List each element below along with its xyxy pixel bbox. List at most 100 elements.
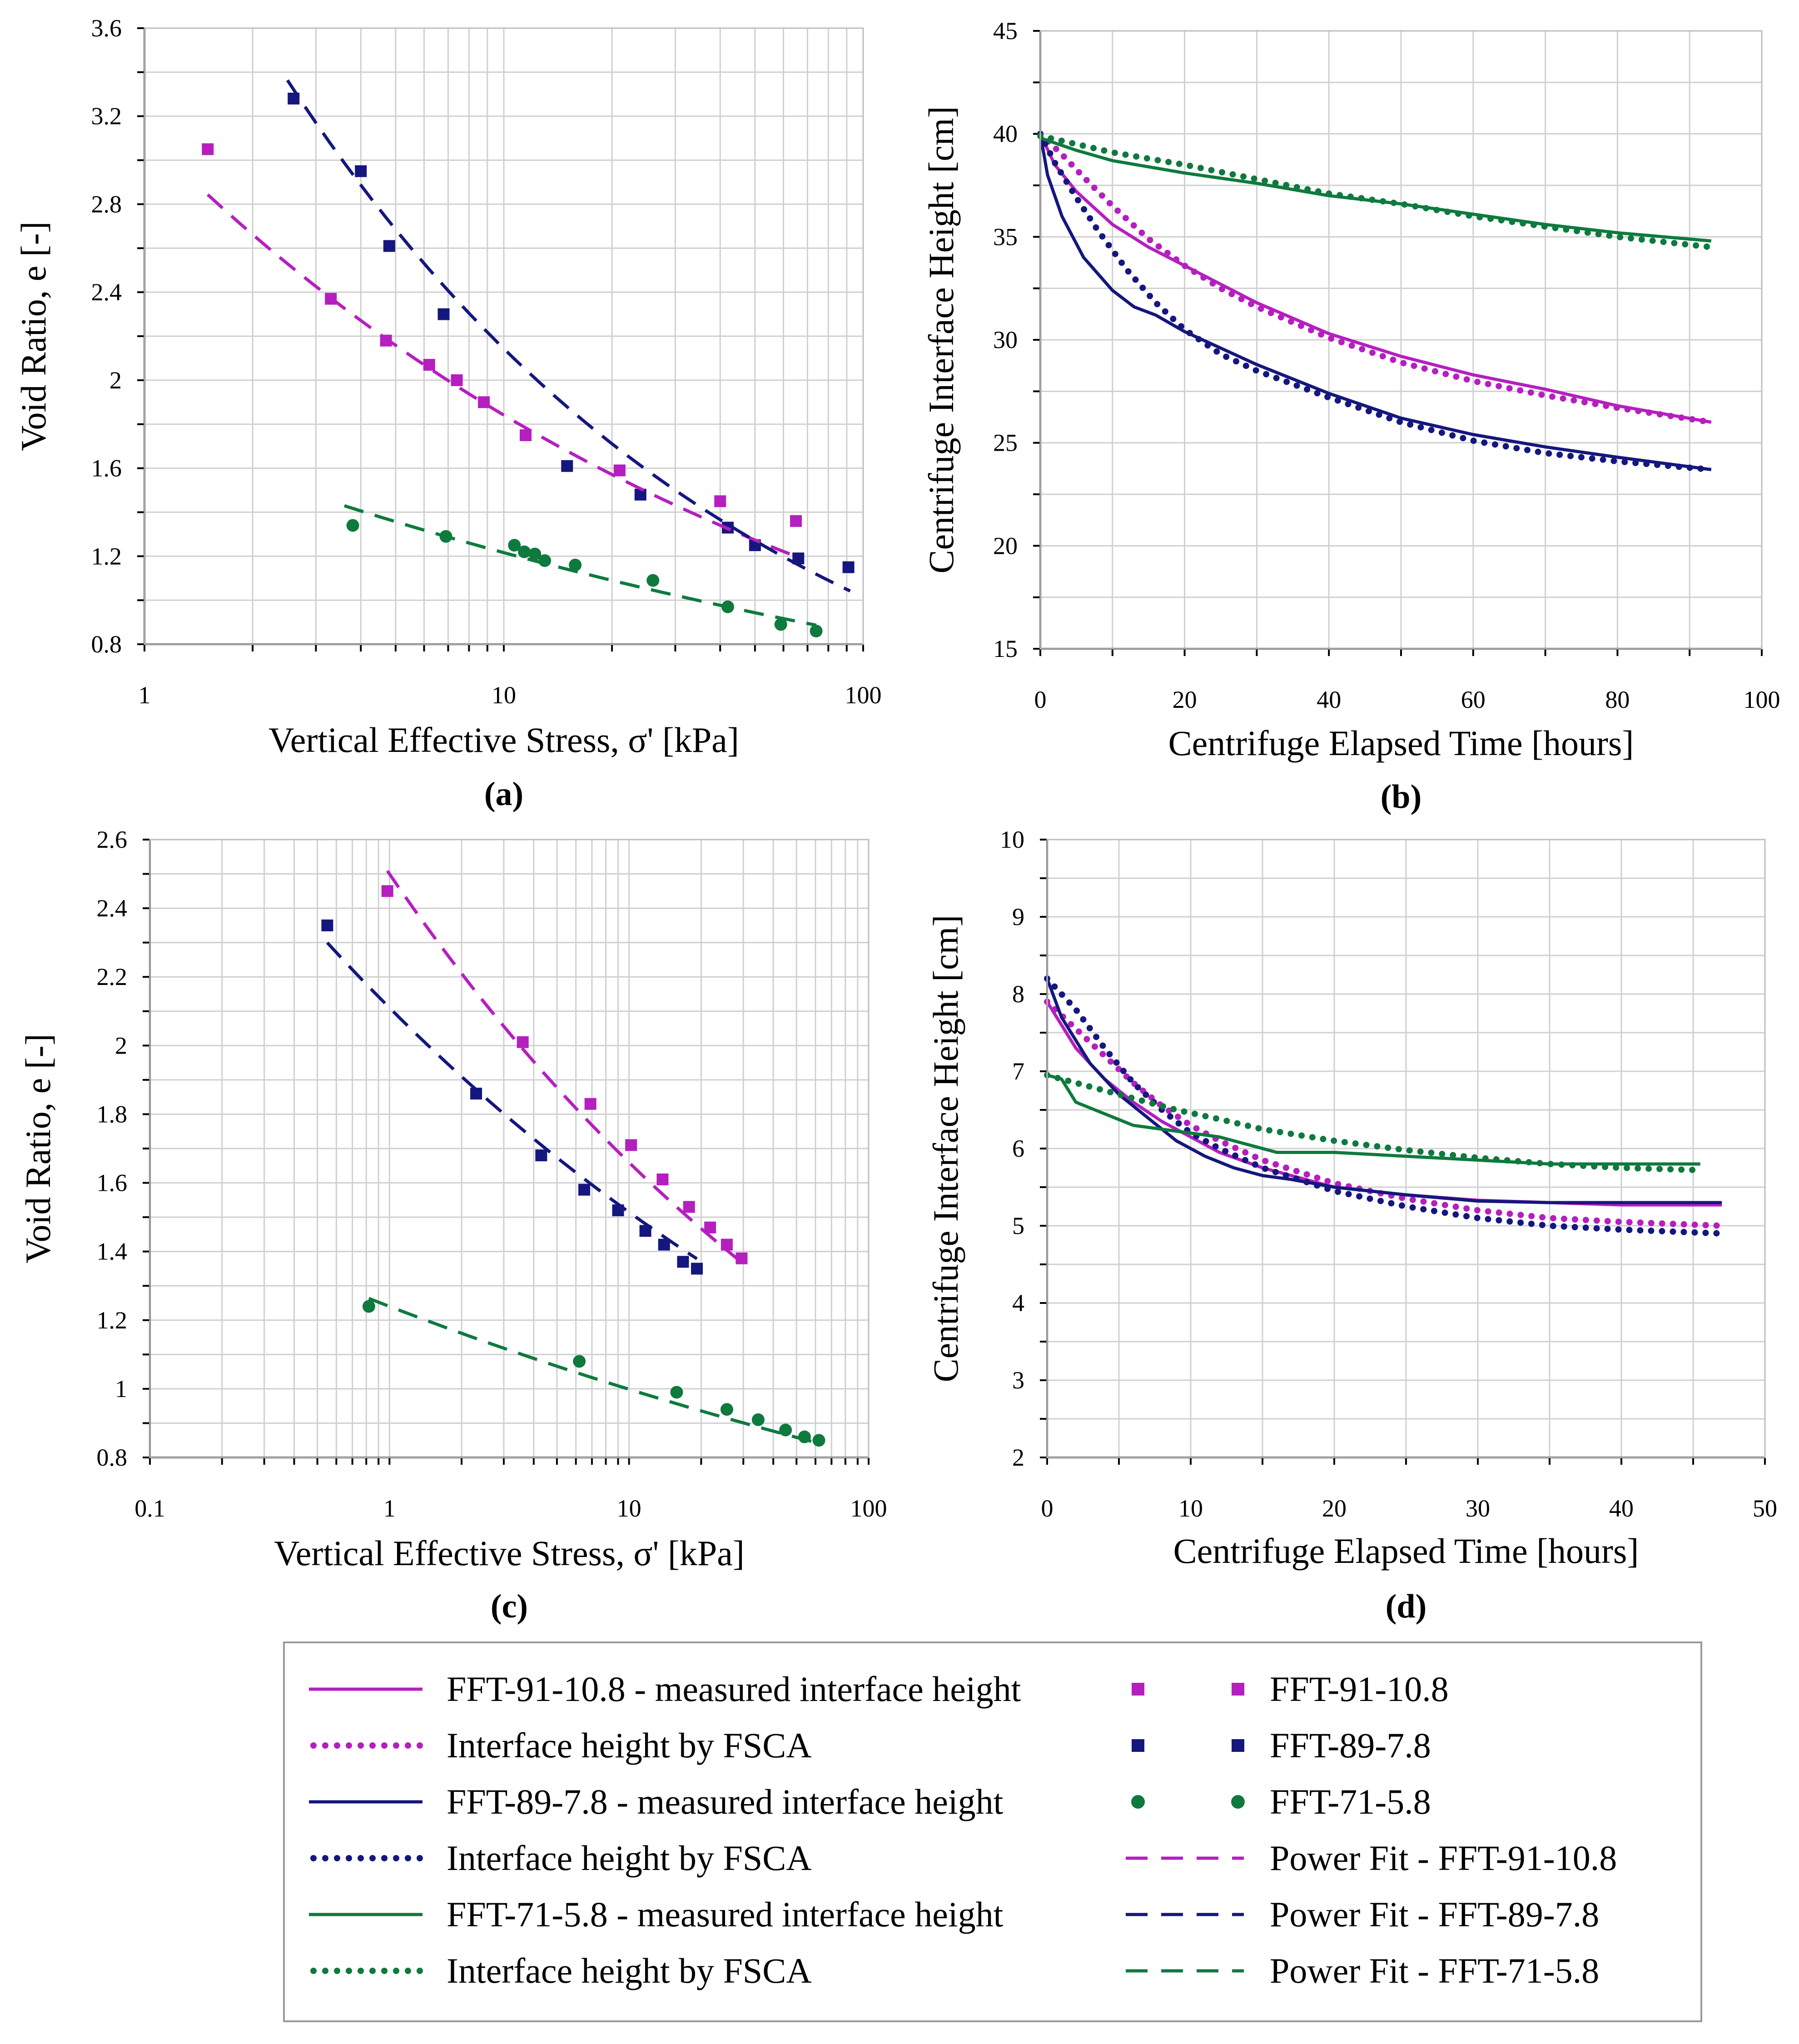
data-point [683,1201,695,1213]
y-tick-label: 6 [1012,1135,1024,1162]
data-point [810,624,823,637]
fsca-dotted-line [1044,1072,1704,1174]
y-tick-label: 2.4 [97,895,128,922]
x-tick-label: 100 [845,681,882,709]
plot-area-border [1046,839,1766,1458]
data-point [573,1355,586,1368]
legend-box [283,1641,1702,2022]
data-point [677,1256,689,1268]
chart-panel-a: 0.8 1.2 1.6 2 2.4 2.8 3.2 3.6 1 10 100 Vertical Eff… [14,15,882,813]
data-point [779,1423,792,1437]
data-point [751,1413,765,1426]
data-point [842,561,855,573]
data-point [381,885,393,897]
y-tick-label: 0.8 [97,1444,128,1471]
data-point [518,545,531,558]
data-point [346,519,359,532]
legend-label: FFT-91-10.8 [1270,1669,1449,1709]
y-tick-label: 5 [1012,1212,1024,1239]
x-tick-label: 0 [1034,686,1047,713]
x-tick-label: 0.1 [134,1495,165,1522]
data-point [355,165,367,177]
fsca-dotted-line [1044,975,1725,1237]
gridlines [1046,839,1766,1458]
y-axis-title: Void Ratio, e [-] [18,1034,58,1263]
data-point [714,495,726,507]
x-tick-label: 10 [617,1495,641,1522]
y-tick-label: 1.6 [91,455,122,482]
y-tick-label: 15 [993,635,1018,662]
y-tick-label: 0.8 [91,631,122,658]
x-axis-title: Vertical Effective Stress, σ' [kPa] [268,720,739,760]
data-point [437,308,450,320]
y-tick-label: 2.2 [97,963,128,990]
plot-area-border [1039,30,1763,650]
data-point [720,1403,733,1416]
fsca-dotted-line [1037,130,1715,473]
y-tick-label: 3 [1012,1367,1024,1394]
x-tick-label: 40 [1609,1495,1634,1522]
power-fit-line [206,193,797,558]
data-point [423,358,435,371]
y-tick-label: 35 [993,223,1018,250]
y-tick-label: 1.6 [97,1169,128,1197]
data-point [634,488,646,501]
legend-marker-square [1232,1683,1244,1696]
y-tick-label: 1.4 [97,1238,128,1265]
legend-label: Interface height by FSCA [447,1726,812,1765]
chart-panel-b: 15 20 25 30 35 40 45 0 20 40 60 80 100 Centrifuge Ela… [921,17,1780,816]
data-point [812,1434,825,1447]
data-point [383,240,395,252]
x-tick-label: 10 [1178,1495,1203,1522]
y-tick-label: 2 [1012,1444,1024,1471]
y-axis-title: Void Ratio, e [-] [14,221,53,451]
y-tick-label: 3.2 [91,103,122,130]
y-tick-label: 2.4 [91,279,122,306]
series-points [321,919,703,1275]
y-tick-label: 40 [993,120,1018,148]
panel-label: (c) [491,1588,528,1625]
panel-label: (d) [1386,1588,1426,1625]
measured-line [1039,136,1712,243]
x-tick-label: 80 [1605,686,1630,713]
power-fit-line [326,941,698,1260]
legend-marker-circle [1231,1795,1245,1809]
y-tick-label: 1.2 [91,542,122,570]
legend-label: FFT-71-5.8 [1270,1782,1431,1821]
y-tick-label: 7 [1012,1058,1024,1085]
x-axis-title: Centrifuge Elapsed Time [hours] [1173,1531,1639,1571]
measured-line [1039,133,1712,424]
data-point [790,515,802,527]
series-points [362,1300,825,1447]
data-point [528,547,542,561]
power-fit-line [343,504,817,627]
legend-label: FFT-89-7.8 - measured interface height [447,1782,1004,1821]
data-point [508,539,521,552]
panel-label: (a) [484,776,523,813]
plot-area-border [144,27,864,645]
data-point [578,1184,591,1196]
x-tick-label: 30 [1466,1495,1490,1522]
y-tick-label: 2 [115,1032,127,1059]
y-tick-label: 25 [993,429,1018,457]
data-point [613,464,626,477]
y-tick-label: 1.2 [97,1307,128,1334]
y-axis-title: Centrifuge Interface Height [cm] [921,106,961,574]
chart-panel-c: 0.8 1 1.2 1.4 1.6 1.8 2 2.2 2.4 2.6 0.1 1 10 100 Verti… [18,826,887,1625]
legend-marker-square [1232,1739,1244,1752]
x-tick-label: 60 [1461,686,1486,713]
fsca-dotted-line [1044,999,1725,1229]
chart-panel-d: 2 3 4 5 6 7 8 9 10 0 10 20 30 40 50 Centrifuge Elapsed … [926,826,1777,1625]
data-point [646,574,660,587]
data-point [451,374,463,386]
y-tick-label: 1.8 [97,1100,128,1128]
data-point [517,1036,529,1048]
legend-label: Power Fit - FFT-71-5.8 [1270,1951,1599,1990]
y-tick-label: 30 [993,326,1018,353]
data-point [656,1174,669,1185]
legend-label: Power Fit - FFT-91-10.8 [1270,1838,1617,1878]
legend-label: Power Fit - FFT-89-7.8 [1270,1895,1599,1934]
data-point [625,1139,637,1151]
x-tick-label: 10 [492,681,516,709]
